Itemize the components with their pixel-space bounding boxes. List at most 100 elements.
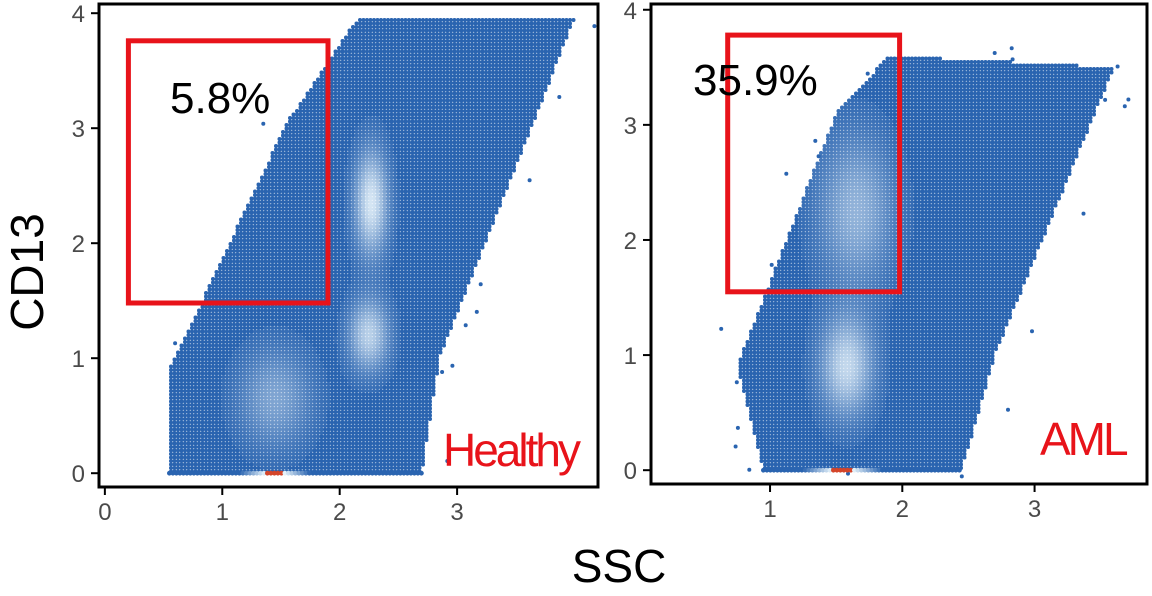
density-point [396, 168, 401, 173]
density-point [337, 77, 341, 82]
density-point [428, 112, 432, 117]
density-point [389, 256, 394, 260]
density-point [491, 77, 495, 82]
density-point [417, 123, 422, 127]
density-point [267, 242, 271, 246]
density-point [382, 81, 387, 85]
density-point [515, 88, 520, 92]
density-point [354, 256, 359, 260]
density-point [365, 112, 369, 117]
density-point [470, 168, 474, 173]
density-point [410, 217, 415, 222]
density-point [407, 140, 411, 145]
density-point [424, 214, 429, 218]
density-point [533, 35, 537, 40]
density-point [361, 21, 366, 26]
density-point [452, 77, 457, 82]
density-point [407, 133, 411, 138]
density-point [480, 49, 485, 54]
density-point [382, 18, 387, 22]
density-point [295, 231, 299, 236]
density-point [435, 259, 439, 264]
density-point [421, 95, 425, 99]
density-point [319, 224, 324, 229]
density-point [407, 56, 411, 61]
density-point [536, 18, 541, 22]
density-point [277, 245, 282, 250]
density-point [396, 175, 401, 180]
density-point [501, 130, 506, 134]
density-point [480, 151, 485, 155]
density-point [330, 221, 334, 225]
density-point [417, 151, 422, 155]
density-point [347, 249, 352, 253]
density-point [456, 203, 460, 208]
density-point [403, 98, 408, 103]
density-point [365, 60, 369, 64]
density-point [354, 35, 359, 40]
density-point [330, 112, 334, 117]
density-point [337, 189, 341, 194]
density-point [449, 189, 453, 194]
density-point [512, 154, 516, 159]
density-point [540, 63, 544, 68]
density-point [302, 203, 306, 208]
density-point [375, 200, 380, 204]
density-point [410, 161, 415, 166]
density-point [484, 18, 488, 22]
density-point [487, 161, 492, 166]
density-point [557, 42, 562, 47]
density-point [403, 186, 408, 190]
density-point [501, 175, 506, 180]
density-point [424, 256, 429, 260]
density-point [505, 102, 509, 106]
density-point [389, 88, 394, 92]
density-point [260, 228, 264, 232]
density-point [309, 154, 313, 159]
density-point [400, 231, 404, 236]
density-point [494, 172, 499, 176]
density-point [428, 158, 432, 162]
density-point [361, 130, 366, 134]
density-point [407, 249, 411, 253]
density-point [298, 203, 303, 208]
density-point [459, 210, 464, 215]
density-point [522, 35, 527, 40]
density-point [508, 175, 513, 180]
density-point [445, 88, 450, 92]
density-point [501, 186, 506, 190]
density-point [410, 133, 415, 138]
density-point [281, 252, 285, 257]
density-point [508, 140, 513, 145]
density-point [463, 221, 467, 225]
density-point [347, 84, 352, 89]
density-point [400, 151, 404, 155]
density-point [375, 165, 380, 169]
density-point [494, 67, 499, 71]
density-point [316, 77, 320, 82]
density-point [302, 235, 306, 239]
density-point [379, 130, 383, 134]
density-point [449, 196, 453, 201]
density-point [386, 102, 390, 106]
density-point [463, 182, 467, 187]
density-point [498, 168, 502, 173]
density-point [305, 266, 310, 271]
density-point [431, 259, 436, 264]
density-point [407, 130, 411, 134]
density-point [494, 77, 499, 82]
density-point [505, 46, 509, 50]
density-point [263, 242, 268, 246]
density-point [295, 130, 299, 134]
density-point [442, 137, 446, 141]
density-point [347, 112, 352, 117]
density-point [512, 21, 516, 26]
density-point [410, 263, 415, 267]
density-point [375, 168, 380, 173]
density-point [477, 151, 481, 155]
density-point [291, 235, 296, 239]
density-point [253, 242, 257, 246]
density-point [319, 245, 324, 250]
density-point [459, 21, 464, 26]
density-point [568, 25, 572, 29]
